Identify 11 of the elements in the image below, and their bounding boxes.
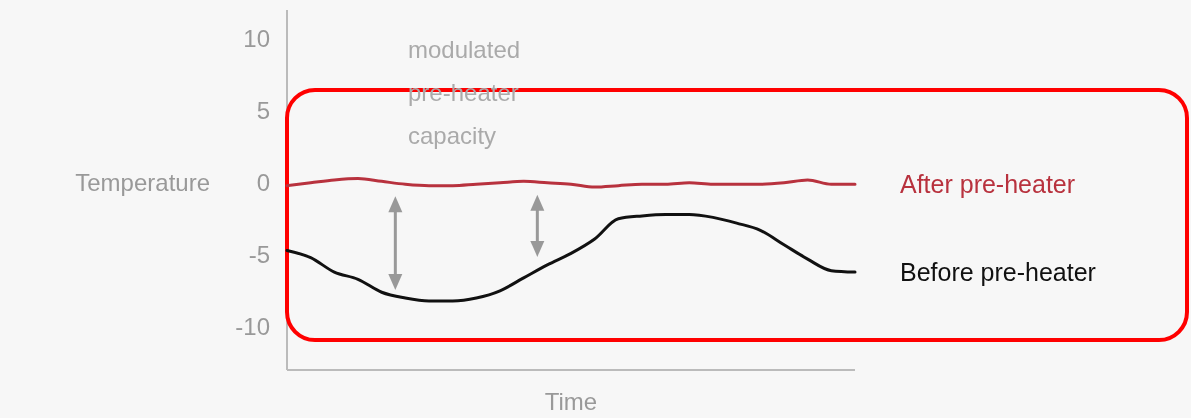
x-axis-title: Time	[544, 388, 598, 415]
series-label: After pre-heater	[900, 170, 1076, 199]
y-tick-label: -10	[235, 313, 270, 341]
y-tick-label: 5	[256, 97, 270, 125]
y-axis-title: Temperature	[75, 169, 210, 197]
series-label: Before pre-heater	[900, 258, 1096, 287]
y-tick-label: 10	[243, 25, 270, 53]
y-tick-label: -5	[248, 241, 270, 269]
y-tick-label: 0	[256, 169, 270, 197]
line-series	[285, 212, 857, 303]
line-series	[285, 176, 857, 189]
